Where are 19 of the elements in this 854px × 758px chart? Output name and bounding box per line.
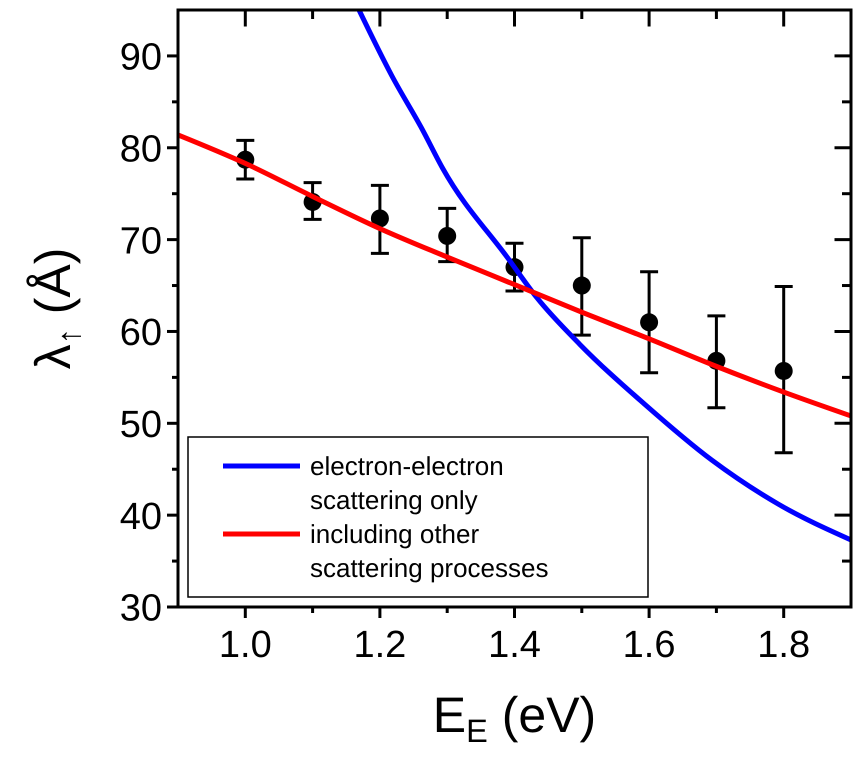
- point: [370, 209, 389, 228]
- x-tick-label: 1.0: [218, 624, 272, 666]
- y-tick-label: 60: [120, 312, 162, 354]
- y-tick-label: 30: [120, 588, 162, 630]
- y-tick-label: 90: [120, 36, 162, 79]
- point: [572, 276, 591, 295]
- legend-label: including other scattering processes: [310, 519, 548, 584]
- x-tick-label: 1.8: [757, 624, 810, 666]
- x-tick-label: 1.2: [353, 624, 406, 666]
- x-tick-label: 1.6: [622, 624, 676, 666]
- x-axis-title: E$_{E}$ (eV): [432, 687, 596, 749]
- y-tick-label: 70: [120, 220, 162, 262]
- y-tick-label: 80: [120, 128, 162, 170]
- x-tick-label: 1.4: [488, 624, 541, 666]
- point: [640, 313, 658, 332]
- point: [774, 362, 793, 380]
- y-tick-label: 40: [120, 496, 162, 538]
- point: [438, 226, 456, 245]
- y-tick-label: 50: [120, 404, 162, 446]
